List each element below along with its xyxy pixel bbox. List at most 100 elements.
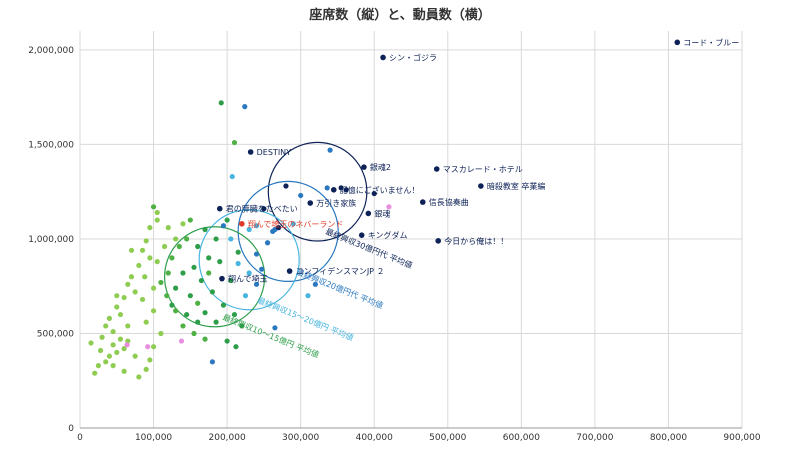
x-tick-label: 500,000: [429, 433, 466, 443]
x-tick-label: 800,000: [650, 433, 687, 443]
data-point: [312, 281, 318, 287]
average-circle: [267, 141, 368, 242]
data-point-label: 今日から俺は！！: [444, 236, 508, 246]
data-point: [272, 325, 278, 331]
data-point: [88, 340, 94, 346]
data-point: [259, 266, 265, 272]
x-tick-label: 300,000: [282, 433, 319, 443]
y-tick-label: 1,000,000: [28, 235, 74, 245]
data-point: [114, 349, 120, 355]
data-point: [121, 346, 127, 352]
data-point: [125, 323, 131, 329]
labeled-data-point: [361, 164, 367, 170]
data-point-label: 暗殺教室 卒業編: [487, 181, 546, 191]
data-point: [261, 206, 267, 212]
data-point-label: マスカレード・ホテル: [443, 165, 523, 174]
data-point: [139, 296, 146, 303]
x-tick-label: 900,000: [723, 433, 760, 443]
data-point: [173, 236, 179, 242]
data-point: [158, 330, 164, 337]
data-point-label: 信長協奏曲: [429, 197, 469, 207]
grid-lines: [79, 31, 743, 429]
data-point: [198, 277, 204, 284]
x-tick-label: 0: [77, 433, 83, 443]
data-point: [121, 294, 127, 301]
data-point: [110, 328, 116, 335]
average-circles: [163, 141, 368, 328]
data-point: [180, 270, 186, 276]
x-tick-label: 400,000: [356, 433, 393, 443]
data-point: [229, 173, 235, 180]
data-point-label: DESTINY: [257, 148, 292, 157]
data-point-label: キングダム: [368, 230, 408, 240]
data-point: [220, 223, 227, 229]
data-point: [176, 243, 182, 250]
data-point: [165, 225, 171, 231]
labeled-data-point: [247, 149, 254, 155]
data-point: [191, 330, 197, 337]
labeled-data-point: [380, 54, 386, 61]
data-point: [136, 262, 142, 269]
data-point: [253, 251, 260, 257]
data-point: [95, 363, 101, 369]
data-point: [371, 190, 377, 197]
data-point: [143, 366, 149, 372]
data-point: [132, 353, 138, 359]
data-point: [231, 139, 238, 146]
data-point: [173, 285, 179, 291]
data-point: [202, 226, 208, 233]
data-point: [180, 323, 186, 329]
data-point: [180, 221, 186, 227]
data-point: [165, 270, 171, 276]
data-point: [206, 270, 212, 276]
data-point: [242, 104, 248, 110]
data-point: [125, 281, 131, 287]
average-circle: [237, 180, 339, 283]
data-point: [206, 255, 212, 261]
x-tick-label: 100,000: [135, 433, 172, 443]
data-point: [239, 323, 245, 329]
data-points: [88, 39, 681, 380]
data-point: [246, 226, 252, 233]
data-point: [253, 281, 260, 287]
data-point-label: 記憶にございません！: [340, 185, 420, 195]
data-point: [150, 285, 157, 291]
data-point: [106, 353, 113, 359]
data-point: [121, 368, 127, 374]
data-point: [117, 311, 124, 318]
data-point: [235, 249, 241, 255]
data-point: [143, 319, 149, 325]
data-point: [209, 359, 215, 365]
data-point: [110, 363, 116, 369]
data-point-label: 翔んで埼玉: [228, 274, 268, 284]
data-point: [145, 344, 151, 350]
axis-tick-labels: 0 100,000 200,000 300,000 400,000 500,000 600,…: [28, 46, 761, 443]
data-point: [158, 279, 164, 286]
data-point-label: シン・ゴジラ: [389, 52, 437, 62]
labeled-data-point: [674, 39, 681, 46]
chart-title: 座席数（縦）と、動員数（横）: [309, 8, 491, 23]
data-point: [147, 255, 153, 261]
data-point: [128, 274, 135, 280]
labeled-data-point: [239, 221, 245, 227]
labeled-data-point: [433, 166, 440, 172]
data-point: [276, 225, 282, 231]
data-point: [224, 338, 230, 344]
y-tick-label: 1,500,000: [28, 140, 74, 150]
data-point: [117, 336, 124, 342]
data-point: [220, 302, 227, 308]
data-point: [202, 310, 208, 316]
data-point: [187, 293, 193, 299]
labeled-data-point: [286, 268, 293, 274]
data-point: [114, 293, 120, 299]
data-point: [169, 255, 175, 261]
data-point: [386, 204, 392, 210]
data-point: [213, 236, 219, 242]
data-point: [202, 336, 208, 342]
data-point-label: 銀魂2: [370, 162, 391, 172]
data-point: [195, 300, 201, 306]
data-point: [132, 289, 138, 295]
data-point: [150, 308, 157, 314]
y-tick-label: 500,000: [37, 329, 74, 339]
y-tick-label: 2,000,000: [28, 46, 74, 56]
